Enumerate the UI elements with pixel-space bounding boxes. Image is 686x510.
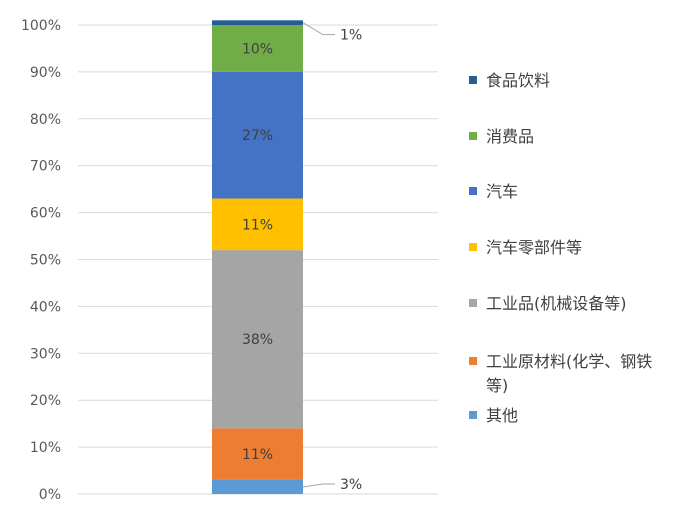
legend-label: 食品饮料 xyxy=(486,71,550,90)
y-tick-label: 10% xyxy=(30,440,61,456)
y-tick-label: 20% xyxy=(30,393,61,409)
legend-label: 其他 xyxy=(486,406,518,425)
bar-segment xyxy=(212,20,303,25)
bar-segment xyxy=(212,25,303,72)
data-label: 11% xyxy=(242,217,273,233)
legend-swatch xyxy=(469,132,477,140)
legend-label: 工业原材料(化学、钢铁 xyxy=(486,352,652,371)
y-tick-label: 70% xyxy=(30,159,61,175)
legend-swatch xyxy=(469,357,477,365)
bar-segment xyxy=(212,250,303,429)
data-label: 38% xyxy=(242,332,273,348)
y-tick-label: 40% xyxy=(30,299,61,315)
legend-label: 工业品(机械设备等) xyxy=(486,294,627,313)
bar-segment xyxy=(212,479,303,494)
legend-item: 其他 xyxy=(469,406,518,425)
legend-item: 汽车零部件等 xyxy=(469,238,582,257)
bar-segment xyxy=(212,198,303,251)
legend-swatch xyxy=(469,76,477,84)
leader-line xyxy=(302,483,335,488)
legend-label: 汽车零部件等 xyxy=(486,238,582,257)
legend-label: 汽车 xyxy=(486,182,518,201)
data-label: 10% xyxy=(242,41,273,57)
legend-swatch xyxy=(469,187,477,195)
legend-swatch xyxy=(469,411,477,419)
legend-label: 等) xyxy=(486,376,508,395)
data-label: 27% xyxy=(242,128,273,144)
data-label: 1% xyxy=(340,28,362,44)
stacked-bar xyxy=(212,20,303,494)
legend-item: 汽车 xyxy=(469,182,518,201)
y-tick-label: 90% xyxy=(30,65,61,81)
legend-item: 工业原材料(化学、钢铁等) xyxy=(469,352,652,395)
y-tick-label: 100% xyxy=(21,18,61,34)
legend-item: 消费品 xyxy=(469,127,534,146)
bar-segment xyxy=(212,71,303,199)
legend-item: 工业品(机械设备等) xyxy=(469,294,627,313)
legend-swatch xyxy=(469,243,477,251)
y-tick-label: 30% xyxy=(30,346,61,362)
bar-segment xyxy=(212,428,303,480)
legend-label: 消费品 xyxy=(486,127,534,146)
data-labels: 3% 11% 38% 11% 27% 10% 1% xyxy=(242,22,362,493)
leader-line xyxy=(302,22,335,36)
y-axis: 0% 10% 20% 30% 40% 50% 60% 70% 80% 90% 100% xyxy=(21,18,438,503)
legend-item: 食品饮料 xyxy=(469,71,550,90)
y-tick-label: 80% xyxy=(30,112,61,128)
legend-swatch xyxy=(469,299,477,307)
y-tick-label: 60% xyxy=(30,206,61,222)
y-tick-label: 0% xyxy=(39,487,61,503)
data-label: 11% xyxy=(242,447,273,463)
y-tick-label: 50% xyxy=(30,253,61,269)
data-label: 3% xyxy=(340,477,362,493)
